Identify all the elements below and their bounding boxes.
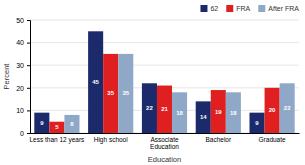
- y-tick: 20: [16, 85, 30, 92]
- bar: [142, 83, 157, 133]
- x-tick-label: Bachelor: [205, 136, 231, 143]
- legend-swatch: [226, 5, 233, 12]
- legend-item: FRA: [226, 5, 250, 12]
- x-tick: High school: [94, 136, 129, 144]
- data-labels: 9 45 22 14 9 5 35 21 19 20 8 35 18 18 22: [40, 79, 291, 130]
- bar: [196, 101, 211, 133]
- bar: [265, 88, 280, 133]
- grid-line: [30, 20, 299, 21]
- bar: [211, 90, 226, 133]
- x-axis-title: Education: [148, 155, 181, 164]
- x-axis: Less than 12 years High school AssociateEd…: [29, 134, 299, 150]
- data-label: 19: [215, 109, 222, 115]
- y-tick-mark: [27, 110, 30, 111]
- data-label: 45: [92, 79, 99, 85]
- legend: 62 FRA After FRA: [200, 5, 299, 12]
- y-tick-label: 50: [16, 17, 24, 24]
- y-tick-label: 20: [16, 85, 24, 92]
- bar: [118, 54, 133, 133]
- x-tick-label: High school: [94, 136, 129, 144]
- y-tick: 10: [16, 107, 30, 114]
- y-tick-label: 0: [20, 130, 24, 137]
- data-label: 9: [40, 120, 44, 126]
- data-label: 18: [176, 110, 183, 116]
- data-label: 20: [269, 107, 276, 113]
- grid: [30, 20, 299, 133]
- data-label: 5: [55, 124, 59, 130]
- data-label: 14: [200, 114, 207, 120]
- legend-swatch: [258, 5, 265, 12]
- x-tick-label: AssociateEducation: [150, 136, 179, 150]
- chart: 0 10 20 30 40 50 Less than 12 years High school…: [0, 0, 305, 165]
- x-tick: Bachelor: [205, 136, 231, 143]
- bar: [250, 113, 265, 133]
- y-tick-label: 10: [16, 107, 24, 114]
- x-tick: Graduate: [259, 136, 286, 143]
- y-tick-mark: [27, 133, 30, 134]
- y-tick-mark: [27, 43, 30, 44]
- bar: [157, 86, 172, 133]
- bars: [34, 31, 294, 133]
- data-label: 22: [146, 105, 153, 111]
- x-tick: Less than 12 years: [29, 136, 85, 144]
- bar: [226, 92, 241, 133]
- y-tick-mark: [27, 65, 30, 66]
- legend-label: FRA: [236, 5, 250, 12]
- y-tick: 40: [16, 39, 30, 46]
- bar: [49, 122, 64, 133]
- data-label: 9: [255, 120, 259, 126]
- bar: [64, 115, 79, 133]
- data-label: 21: [161, 106, 168, 112]
- y-tick-mark: [27, 20, 30, 21]
- plot: 0 10 20 30 40 50 Less than 12 years High school…: [16, 17, 299, 150]
- grid-line: [30, 42, 299, 43]
- data-label: 35: [107, 90, 114, 96]
- legend-item: 62: [200, 5, 218, 12]
- data-label: 35: [122, 90, 129, 96]
- y-tick: 50: [16, 17, 30, 24]
- legend-label: 62: [210, 5, 218, 12]
- bar: [172, 92, 187, 133]
- bar: [103, 54, 118, 133]
- y-axis: 0 10 20 30 40 50: [16, 17, 30, 137]
- y-tick: 30: [16, 62, 30, 69]
- y-tick-label: 40: [16, 39, 24, 46]
- y-tick-label: 30: [16, 62, 24, 69]
- x-tick-label: Graduate: [259, 136, 286, 143]
- legend-item: After FRA: [258, 5, 299, 12]
- data-label: 22: [284, 105, 291, 111]
- x-tick: AssociateEducation: [150, 136, 179, 150]
- bar: [280, 83, 295, 133]
- legend-swatch: [200, 5, 207, 12]
- bar: [34, 113, 49, 133]
- legend-label: After FRA: [268, 5, 299, 12]
- y-axis-title: Percent: [2, 63, 11, 90]
- x-tick-label: Less than 12 years: [29, 136, 85, 144]
- data-label: 18: [230, 110, 237, 116]
- y-axis-line: [27, 21, 31, 134]
- data-label: 8: [70, 121, 74, 127]
- grid-line: [30, 65, 299, 66]
- y-tick-mark: [27, 88, 30, 89]
- x-axis-line: [31, 133, 300, 134]
- bar: [88, 31, 103, 133]
